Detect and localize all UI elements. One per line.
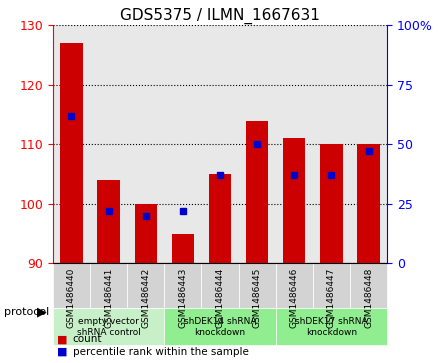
FancyBboxPatch shape [164, 263, 202, 308]
Bar [97, 180, 120, 263]
Bar [283, 138, 305, 263]
Text: GSM1486440: GSM1486440 [67, 268, 76, 328]
Bar [60, 43, 83, 263]
FancyBboxPatch shape [313, 263, 350, 308]
Text: ■: ■ [57, 334, 68, 344]
FancyBboxPatch shape [202, 263, 238, 308]
Text: percentile rank within the sample: percentile rank within the sample [73, 347, 249, 357]
Bar [135, 204, 157, 263]
Text: ▶: ▶ [37, 306, 47, 319]
FancyBboxPatch shape [276, 308, 387, 345]
Text: empty vector
shRNA control: empty vector shRNA control [77, 317, 140, 337]
Text: shDEK14 shRNA
knockdown: shDEK14 shRNA knockdown [184, 317, 256, 337]
FancyBboxPatch shape [53, 263, 90, 308]
Text: protocol: protocol [4, 307, 50, 317]
Bar [320, 144, 343, 263]
Bar [209, 174, 231, 263]
Title: GDS5375 / ILMN_1667631: GDS5375 / ILMN_1667631 [120, 8, 320, 24]
Text: GSM1486445: GSM1486445 [253, 268, 262, 328]
Text: GSM1486441: GSM1486441 [104, 268, 113, 328]
Text: GSM1486443: GSM1486443 [178, 268, 187, 328]
FancyBboxPatch shape [127, 263, 164, 308]
Text: GSM1486447: GSM1486447 [327, 268, 336, 328]
FancyBboxPatch shape [350, 263, 387, 308]
FancyBboxPatch shape [276, 263, 313, 308]
Text: GSM1486444: GSM1486444 [216, 268, 224, 328]
Text: GSM1486442: GSM1486442 [141, 268, 150, 328]
FancyBboxPatch shape [238, 263, 276, 308]
Text: GSM1486448: GSM1486448 [364, 268, 373, 328]
Bar [357, 144, 380, 263]
FancyBboxPatch shape [53, 308, 164, 345]
Text: GSM1486446: GSM1486446 [290, 268, 299, 328]
Text: shDEK17 shRNA
knockdown: shDEK17 shRNA knockdown [295, 317, 368, 337]
FancyBboxPatch shape [90, 263, 127, 308]
FancyBboxPatch shape [164, 308, 276, 345]
Bar [172, 233, 194, 263]
Text: ■: ■ [57, 347, 68, 357]
Text: count: count [73, 334, 102, 344]
Bar [246, 121, 268, 263]
